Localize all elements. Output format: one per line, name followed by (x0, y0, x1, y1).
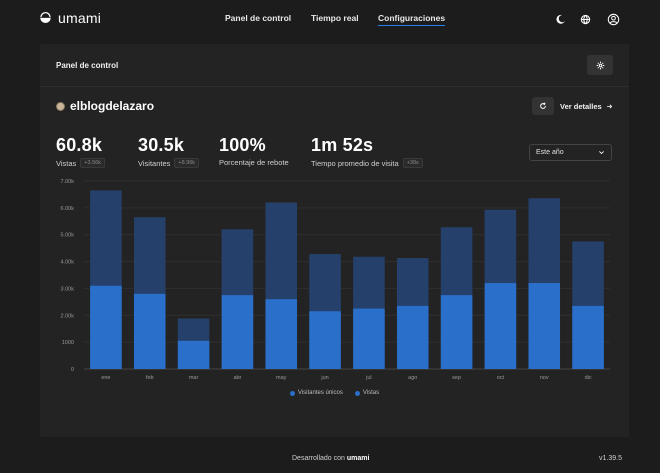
metric-label: Vistas (56, 158, 77, 168)
bar-unique-visitors (309, 311, 341, 369)
x-tick-label: ago (408, 375, 417, 381)
bar-unique-visitors (265, 299, 298, 369)
bar-unique-visitors (396, 305, 429, 369)
y-tick-label: 1000 (62, 340, 74, 346)
bar-unique-visitors (177, 340, 210, 369)
bar-unique-visitors (440, 295, 473, 369)
x-tick-label: jun (320, 375, 328, 381)
metric-value: 100% (219, 135, 266, 155)
x-tick-label: sep (452, 375, 461, 381)
metric-value: 30.5k (138, 135, 185, 155)
refresh-icon (540, 102, 546, 109)
x-tick-label: oct (497, 375, 505, 381)
x-tick-label: dic (585, 375, 592, 381)
website-heading: elblogdelazaro (56, 99, 154, 113)
legend-swatch (289, 390, 295, 396)
settings-button[interactable] (587, 55, 613, 75)
metric-change-badge: +3.56k (80, 158, 105, 168)
x-tick-label: may (276, 375, 287, 381)
y-tick-label: 3.00k (61, 286, 75, 292)
date-range-value: Este año (536, 149, 564, 156)
metric-bounce-rate: 100% Porcentaje de rebote (219, 135, 289, 167)
chart-legend: Visitantes únicos Vistas (40, 390, 629, 396)
website-name: elblogdelazaro (70, 99, 155, 113)
nav-settings[interactable]: Configuraciones (378, 13, 446, 26)
bar-unique-visitors (90, 285, 122, 369)
metric-change-badge: +38s (402, 158, 423, 168)
gear-icon (596, 61, 604, 69)
metric-label: Visitantes (138, 158, 171, 168)
y-tick-label: 0 (71, 367, 74, 373)
website-favicon-icon (56, 101, 65, 111)
y-tick-label: 5.00k (61, 233, 75, 239)
card-title: Panel de control (56, 61, 119, 70)
nav-realtime[interactable]: Tiempo real (311, 13, 359, 23)
visits-bar-chart: 0 1000 2.00k 3.00k 4.00k 5.00k 6.00k 7.00k ene fe… (61, 179, 610, 381)
bar-unique-visitors (221, 295, 254, 369)
metric-label: Porcentaje de rebote (219, 158, 289, 167)
legend-item-visitors[interactable]: Visitantes únicos (289, 390, 343, 396)
nav-dashboard[interactable]: Panel de control (225, 13, 292, 23)
footer-credit: Desarrollado con umami (292, 455, 369, 462)
y-tick-label: 4.00k (61, 260, 75, 266)
y-tick-label: 2.00k (61, 313, 75, 319)
footer-prefix: Desarrollado con (292, 455, 345, 462)
dashboard-card: Panel de control elblogdelazaro Ver deta… (40, 44, 629, 437)
card-header: Panel de control (40, 44, 629, 87)
metric-avg-visit-time: 1m 52s Tiempo promedio de visita +38s (311, 135, 423, 168)
x-tick-label: nov (540, 375, 549, 381)
footer-brand-link[interactable]: umami (346, 455, 370, 462)
bar-unique-visitors (528, 283, 561, 369)
metric-change-badge: +8.96k (174, 158, 200, 168)
y-tick-label: 6.00k (61, 206, 75, 212)
moon-icon[interactable] (553, 12, 567, 26)
bar-unique-visitors (484, 283, 517, 369)
x-tick-label: mar (189, 375, 199, 381)
view-details-label: Ver detalles (560, 102, 602, 111)
legend-label: Vistas (362, 390, 380, 396)
y-tick-label: 7.00k (61, 179, 75, 185)
view-details-link[interactable]: Ver detalles (560, 102, 613, 111)
metric-value: 1m 52s (311, 135, 374, 155)
metric-label: Tiempo promedio de visita (311, 158, 399, 168)
app-name: umami (58, 10, 102, 26)
app-logo[interactable]: umami (39, 10, 101, 26)
app-version: v1.39.5 (599, 455, 622, 462)
x-tick-label: ene (101, 375, 110, 381)
globe-icon[interactable] (578, 12, 592, 26)
metric-views: 60.8k Vistas +3.56k (56, 135, 105, 168)
legend-item-views[interactable]: Vistas (354, 390, 380, 396)
legend-label: Visitantes únicos (297, 390, 343, 396)
chevron-down-icon (599, 151, 604, 155)
top-navigation: umami Panel de control Tiempo real Confi… (0, 0, 660, 40)
refresh-button[interactable] (532, 97, 554, 115)
metric-visitors: 30.5k Visitantes +8.96k (138, 135, 200, 168)
date-range-select[interactable]: Este año (529, 144, 612, 161)
bar-unique-visitors (572, 305, 604, 369)
x-tick-label: jul (365, 375, 372, 381)
x-tick-label: abr (233, 375, 241, 381)
user-icon[interactable] (606, 12, 620, 26)
legend-swatch (354, 390, 360, 396)
x-tick-label: feb (146, 375, 154, 381)
metric-value: 60.8k (56, 135, 103, 155)
arrow-right-icon (606, 104, 612, 109)
bar-unique-visitors (353, 308, 385, 369)
umami-logo-icon (40, 11, 51, 23)
bar-unique-visitors (133, 293, 166, 369)
